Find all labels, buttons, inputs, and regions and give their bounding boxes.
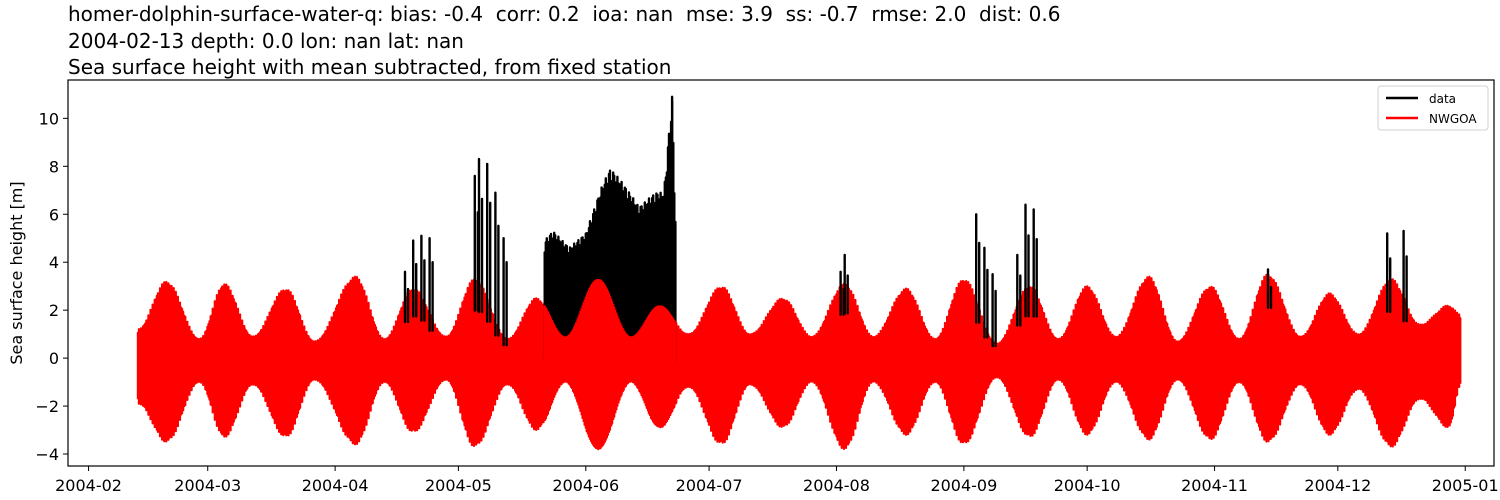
x-tick-label: 2004-04 bbox=[302, 476, 369, 495]
x-tick-label: 2004-02 bbox=[55, 476, 122, 495]
y-tick-label: 2 bbox=[49, 301, 59, 320]
legend-label-nwgoa: NWGOA bbox=[1429, 112, 1477, 126]
series-nwgoa-line-overlay bbox=[543, 279, 677, 450]
y-tick-label: 4 bbox=[49, 253, 59, 272]
plot-area-frame bbox=[67, 79, 1495, 467]
series-data-line bbox=[403, 95, 1408, 367]
x-tick-label: 2004-12 bbox=[1304, 476, 1371, 495]
y-axis-label: Sea surface height [m] bbox=[7, 181, 26, 364]
y-tick-label: −4 bbox=[35, 445, 59, 464]
chart-title-line-2: 2004-02-13 depth: 0.0 lon: nan lat: nan bbox=[68, 29, 464, 53]
series-nwgoa-line bbox=[136, 273, 1462, 451]
y-tick-label: 0 bbox=[49, 349, 59, 368]
chart-title-line-3: Sea surface height with mean subtracted,… bbox=[68, 55, 672, 79]
y-tick-label: −2 bbox=[35, 397, 59, 416]
legend-label-data: data bbox=[1429, 92, 1456, 106]
x-tick-label: 2004-05 bbox=[425, 476, 492, 495]
x-axis: 2004-02 2004-03 2004-04 2004-05 2004-06 2004-… bbox=[55, 466, 1499, 495]
chart-title-line-1: homer-dolphin-surface-water-q: bias: -0.… bbox=[68, 2, 1061, 26]
x-tick-label: 2004-06 bbox=[552, 476, 619, 495]
x-tick-label: 2004-08 bbox=[803, 476, 870, 495]
y-tick-label: 6 bbox=[49, 205, 59, 224]
y-axis: −4 −2 0 2 4 6 8 10 bbox=[35, 109, 68, 464]
x-tick-label: 2005-01 bbox=[1432, 476, 1499, 495]
y-tick-label: 8 bbox=[49, 157, 59, 176]
x-tick-label: 2004-03 bbox=[174, 476, 241, 495]
x-tick-label: 2004-07 bbox=[676, 476, 743, 495]
x-tick-label: 2004-10 bbox=[1054, 476, 1121, 495]
y-tick-label: 10 bbox=[39, 109, 59, 128]
x-tick-label: 2004-09 bbox=[930, 476, 997, 495]
x-tick-label: 2004-11 bbox=[1181, 476, 1248, 495]
legend: data NWGOA bbox=[1377, 85, 1489, 131]
